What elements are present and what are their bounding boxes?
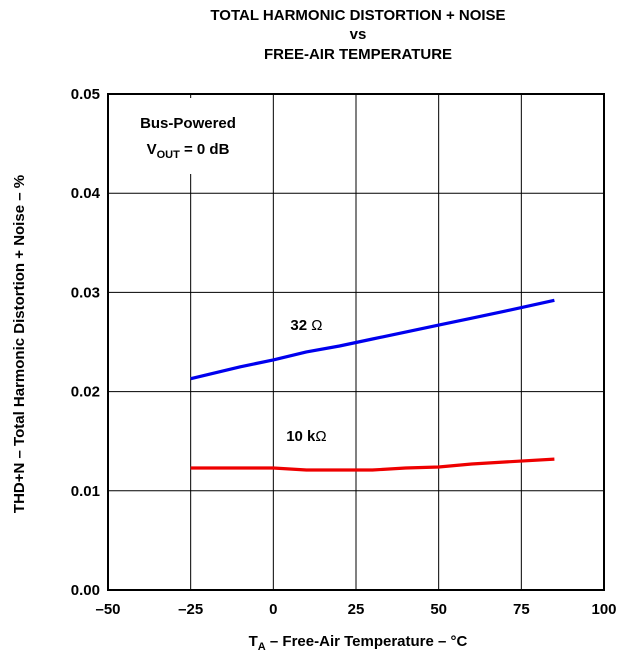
y-tick-label: 0.00 [71, 582, 100, 599]
annotation-vout-main: V [147, 141, 157, 158]
annotation-vout: VOUT = 0 dB [147, 141, 230, 161]
series-label-32-ohm: 32 Ω [290, 317, 322, 334]
ohm-symbol: Ω [315, 428, 326, 445]
x-tick-label: 0 [269, 601, 277, 618]
y-tick-label: 0.05 [71, 86, 100, 103]
y-tick-labels: 0.00 0.01 0.02 0.03 0.04 0.05 [71, 86, 101, 599]
annotation-bus-powered: Bus-Powered [140, 115, 236, 132]
y-tick-label: 0.04 [71, 185, 101, 202]
annotation-vout-rest: = 0 dB [180, 141, 230, 158]
x-axis-label: TA – Free-Air Temperature – °C [249, 633, 468, 653]
y-axis-label: THD+N – Total Harmonic Distortion + Nois… [11, 175, 28, 513]
y-tick-label: 0.02 [71, 384, 100, 401]
chart-title-line-1: TOTAL HARMONIC DISTORTION + NOISE [210, 7, 505, 24]
x-tick-labels: –50 –25 0 25 50 75 100 [95, 601, 616, 618]
plot-frame [107, 93, 605, 591]
x-tick-label: 100 [591, 601, 616, 618]
y-tick-label: 0.01 [71, 483, 100, 500]
x-tick-label: 75 [513, 601, 530, 618]
chart-title-line-2: vs [350, 26, 367, 43]
series-label-text: 10 k [286, 428, 316, 445]
chart-title-line-3: FREE-AIR TEMPERATURE [264, 46, 452, 63]
x-axis-label-main: T [249, 633, 258, 650]
x-axis-label-rest: – Free-Air Temperature – °C [266, 633, 468, 650]
series-labels: 32 Ω10 kΩ [286, 317, 326, 445]
ohm-symbol: Ω [311, 317, 322, 334]
y-tick-label: 0.03 [71, 284, 100, 301]
series-label-text: 32 [290, 317, 311, 334]
data-series [190, 298, 555, 472]
grid-lines [108, 94, 604, 590]
x-tick-label: –50 [95, 601, 120, 618]
series-line-32-ohm [190, 298, 555, 381]
x-tick-label: –25 [178, 601, 203, 618]
series-line-10-kohm [190, 457, 555, 472]
annotation-vout-sub: OUT [157, 149, 181, 161]
x-axis-label-sub: A [258, 641, 266, 653]
series-label-10-kohm: 10 kΩ [286, 428, 326, 445]
annotation-box-bg [108, 98, 268, 174]
x-tick-label: 25 [348, 601, 365, 618]
x-tick-label: 50 [430, 601, 447, 618]
